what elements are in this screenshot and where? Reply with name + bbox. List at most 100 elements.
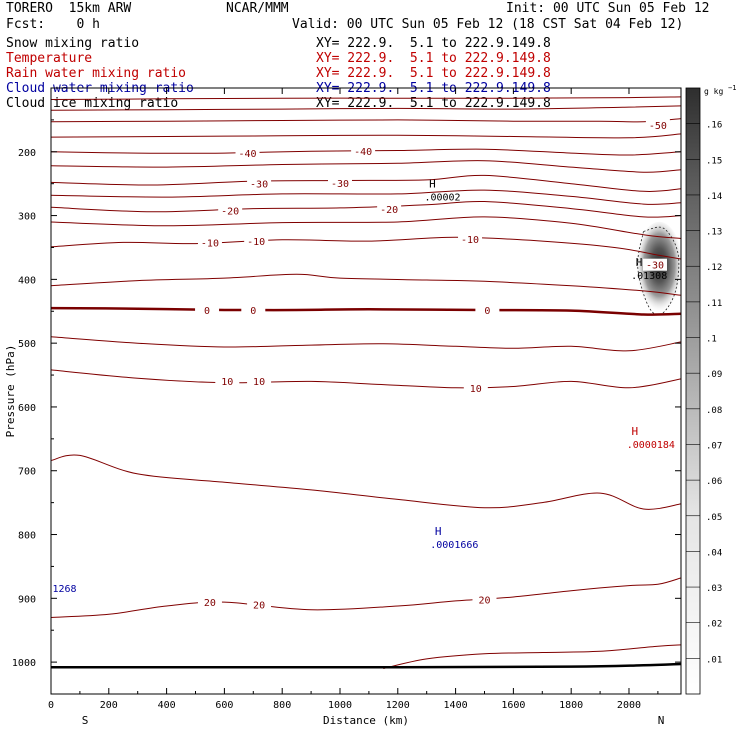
cloud-ice-contour [637, 226, 680, 316]
south-end-label: S [82, 714, 89, 727]
colorbar-tick-label: .1 [706, 335, 717, 345]
y-tick-label: 600 [18, 403, 36, 414]
colorbar [685, 87, 701, 695]
extremum-value: .0000184 [627, 440, 675, 451]
colorbar-tick-label: .01 [706, 655, 722, 665]
colorbar-tick-label: .03 [706, 584, 722, 594]
field-name: Rain water mixing ratio [6, 66, 187, 81]
colorbar-tick-label: .08 [706, 406, 722, 416]
contour-label-bg [244, 235, 269, 248]
temperature-contour-line [51, 96, 681, 100]
y-tick-label: 1000 [12, 658, 36, 669]
colorbar-units-exponent: −1 [728, 84, 736, 92]
contour-label: -40 [238, 149, 256, 160]
x-tick-label: 1000 [328, 700, 352, 711]
field-name: Snow mixing ratio [6, 36, 140, 51]
colorbar-tick-label: .05 [706, 513, 722, 523]
plot-frame [50, 87, 682, 695]
model-title: TORERO 15km ARW [6, 1, 132, 16]
x-tick-label: 600 [215, 700, 233, 711]
contour-label-bg [645, 118, 670, 131]
temperature-contour-line [51, 160, 681, 173]
contour-label: 10 [470, 384, 482, 395]
contour-label-bg [235, 147, 260, 160]
temperature-contour-line [51, 105, 681, 111]
contour-label: -50 [649, 121, 667, 132]
colorbar-tick-label: .09 [706, 370, 722, 380]
valid-time: Valid: 00 UTC Sun 05 Feb 12 (18 CST Sat … [292, 17, 684, 32]
contour-label: 20 [478, 596, 490, 607]
temperature-contour-line [51, 118, 681, 123]
temperature-contour-line [51, 200, 681, 218]
temperature-contour-line [51, 369, 681, 389]
y-tick-label: 400 [18, 275, 36, 286]
contour-label: 10 [253, 377, 265, 388]
temperature-contour-line [51, 216, 681, 239]
field-xy-range: XY= 222.9. 5.1 to 222.9.149.8 [316, 66, 551, 81]
y-tick-label: 200 [18, 148, 36, 159]
init-time: Init: 00 UTC Sun 05 Feb 12 [506, 1, 710, 16]
x-tick-label: 1800 [559, 700, 583, 711]
y-tick-label: 900 [18, 594, 36, 605]
contour-label: -10 [201, 238, 219, 249]
x-axis-label: Distance (km) [323, 714, 409, 727]
x-tick-label: 400 [158, 700, 176, 711]
extremum-value: 1268 [52, 584, 76, 595]
contour-label-bg [197, 596, 222, 609]
colorbar-tick-label: .14 [706, 192, 722, 202]
temperature-contour-line [51, 148, 681, 156]
colorbar-tick-label: .07 [706, 441, 722, 451]
extremum-marker: H [429, 177, 436, 190]
extremum-marker: H [631, 425, 638, 438]
temperature-contour-line [51, 336, 681, 352]
contour-label: 0 [250, 306, 256, 317]
temperature-contour-line [51, 189, 681, 205]
temperature-contour-line [51, 174, 681, 192]
terrain-line [51, 662, 681, 669]
field-name: Temperature [6, 51, 93, 66]
contour-label: -10 [247, 237, 265, 248]
contour-label: 0 [484, 306, 490, 317]
x-tick-label: 200 [100, 700, 118, 711]
colorbar-tick-label: .02 [706, 620, 722, 630]
x-tick-label: 1200 [386, 700, 410, 711]
temperature-contour-line [51, 236, 681, 260]
contour-label: -40 [354, 147, 372, 158]
x-tick-label: 800 [273, 700, 291, 711]
field-xy-range: XY= 222.9. 5.1 to 222.9.149.8 [316, 51, 551, 66]
temperature-contour-line [51, 454, 681, 510]
contour-label-bg [475, 303, 500, 316]
temperature-contour-line [51, 273, 681, 296]
contour-label: -30 [646, 261, 664, 272]
extremum-value: .0001666 [430, 540, 478, 551]
contour-label: -30 [331, 179, 349, 190]
forecast-hour: Fcst: 0 h [6, 17, 100, 32]
contour-label-bg [377, 203, 402, 216]
colorbar-tick-label: .04 [706, 548, 722, 558]
contour-label: 20 [204, 598, 216, 609]
center-title: NCAR/MMM [226, 1, 289, 16]
extremum-marker: H [435, 525, 442, 538]
contour-label-bg [327, 177, 352, 190]
colorbar-tick-label: .16 [706, 121, 722, 131]
extremum-marker: H [636, 256, 643, 269]
contour-label: 0 [204, 306, 210, 317]
colorbar-tick-label: .12 [706, 263, 722, 273]
temperature-contour-line [51, 577, 681, 618]
y-axis-label: Pressure (hPa) [4, 345, 17, 438]
temperature-contour-line [383, 644, 681, 669]
contour-label-bg [472, 593, 497, 606]
contour-label: 20 [253, 601, 265, 612]
y-tick-label: 700 [18, 467, 36, 478]
contour-label-bg [247, 374, 272, 387]
contour-label: -20 [380, 205, 398, 216]
contour-label: -10 [461, 235, 479, 246]
x-tick-label: 0 [48, 700, 54, 711]
y-tick-label: 800 [18, 531, 36, 542]
field-xy-range: XY= 222.9. 5.1 to 222.9.149.8 [316, 36, 551, 51]
colorbar-tick-label: .06 [706, 477, 722, 487]
north-end-label: N [658, 714, 665, 727]
contour-label: -20 [221, 206, 239, 217]
x-tick-label: 1400 [444, 700, 468, 711]
